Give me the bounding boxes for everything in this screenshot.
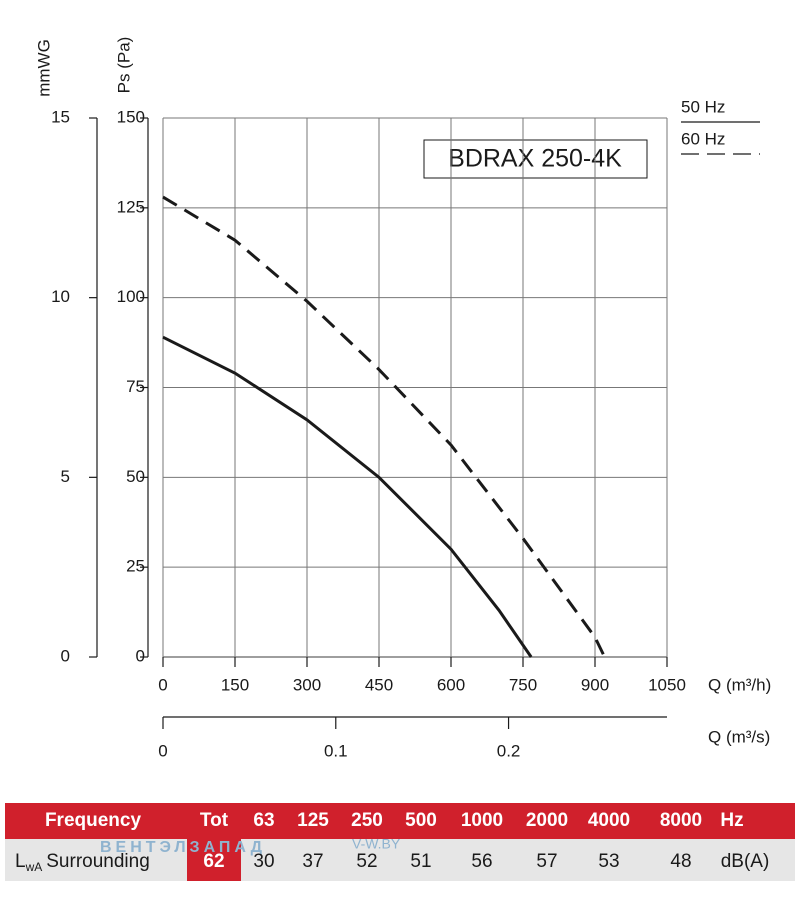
table-header-cell: 250 [351, 810, 383, 831]
table-total-cell [187, 839, 241, 881]
table-cell: 30 [253, 851, 274, 872]
table-cell: 57 [536, 851, 557, 872]
x-tick-label: 0 [158, 675, 167, 694]
table-cell: 62 [203, 851, 224, 872]
y-tick-label: 50 [126, 467, 145, 486]
table-header-cell: 2000 [526, 810, 568, 831]
watermark: ВЕНТЭЛЗАПАД [100, 839, 266, 856]
y2-axis-label: mmWG [34, 39, 53, 97]
table-header-cell: 63 [253, 810, 274, 831]
chart-title: BDRAX 250-4K [448, 145, 622, 173]
curve [162, 195, 606, 658]
table-header-cell: Hz [720, 810, 743, 831]
y-tick-label: 25 [126, 557, 145, 576]
x2-tick-label: 0.1 [324, 741, 348, 760]
table-header-cell: 8000 [660, 810, 702, 831]
y-tick-label: 125 [117, 197, 145, 216]
table-header-cell: 125 [297, 810, 329, 831]
table-row-bg [5, 839, 795, 881]
legend-label: 50 Hz [681, 97, 725, 116]
y2-tick-label: 10 [51, 287, 70, 306]
y2-tick-label: 0 [61, 646, 70, 665]
table-header-cell: Tot [200, 810, 229, 831]
y2-tick-label: 5 [61, 467, 70, 486]
table-header-bg [5, 803, 795, 839]
row-label-sub: wA [25, 860, 43, 874]
row-label: LwA Surrounding [15, 851, 150, 874]
table-cell: 53 [598, 851, 619, 872]
x-tick-label: 150 [221, 675, 249, 694]
x2-axis-label: Q (m³/s) [708, 727, 770, 746]
x-tick-label: 900 [581, 675, 609, 694]
y2-tick-label: 15 [51, 107, 70, 126]
y-tick-label: 0 [136, 646, 145, 665]
table-cell: 56 [471, 851, 492, 872]
curve [162, 335, 533, 658]
x2-tick-label: 0 [158, 741, 167, 760]
x-tick-label: 450 [365, 675, 393, 694]
y-tick-label: 150 [117, 107, 145, 126]
watermark: V-W.BY [352, 836, 401, 852]
y-tick-label: 100 [117, 287, 145, 306]
x-tick-label: 300 [293, 675, 321, 694]
row-label-main: L [15, 851, 26, 872]
y-axis-label: Ps (Pa) [114, 37, 133, 94]
row-label-rest: Surrounding [46, 851, 150, 872]
title-box [423, 139, 648, 179]
legend-label: 60 Hz [681, 129, 725, 148]
x-axis-label: Q (m³/h) [708, 675, 771, 694]
table-header-cell: 500 [405, 810, 437, 831]
table-header-cell: 4000 [588, 810, 630, 831]
x-tick-label: 600 [437, 675, 465, 694]
table-cell: 37 [302, 851, 323, 872]
table-cell: 51 [410, 851, 431, 872]
x-tick-label: 750 [509, 675, 537, 694]
table-cell: 52 [356, 851, 377, 872]
x2-tick-label: 0.2 [497, 741, 521, 760]
table-unit: dB(A) [721, 851, 770, 872]
y-tick-label: 75 [126, 377, 145, 396]
x-tick-label: 1050 [648, 675, 686, 694]
table-cell: 48 [670, 851, 691, 872]
table-header-cell: Frequency [45, 810, 142, 831]
table-header-cell: 1000 [461, 810, 503, 831]
